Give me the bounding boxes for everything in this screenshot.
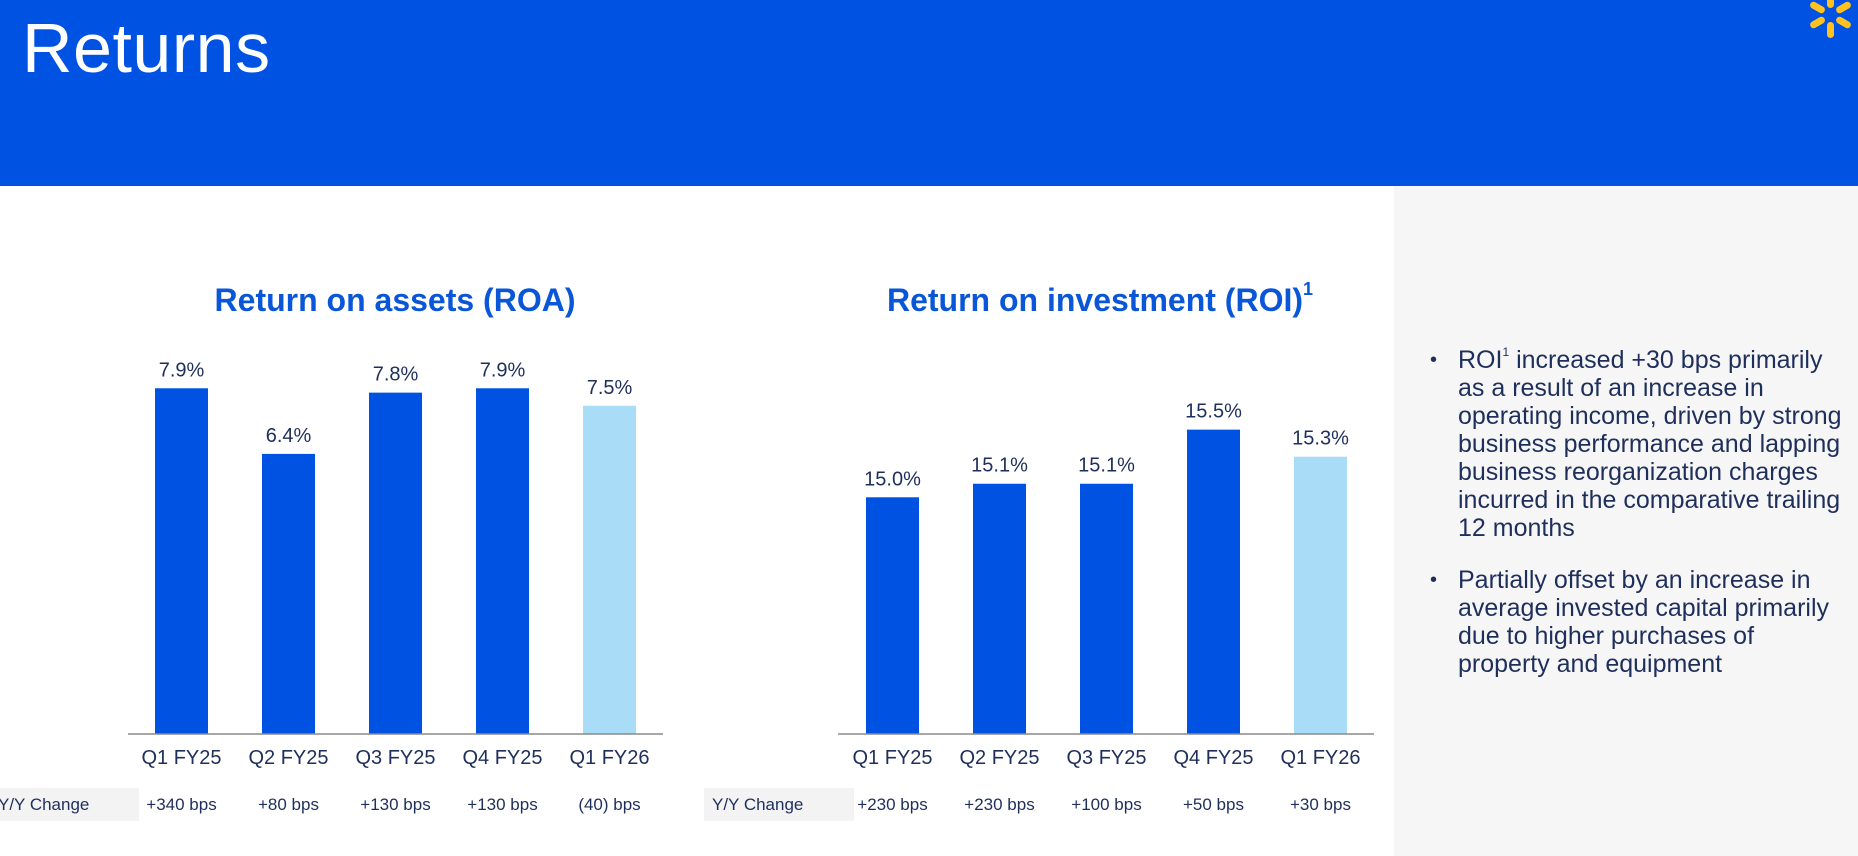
bullet-text: Partially offset by an increase in avera… bbox=[1458, 566, 1830, 678]
yoy-change-value: +340 bps bbox=[146, 795, 217, 814]
chart-title-text: Return on investment (ROI) bbox=[886, 282, 1303, 318]
data-label: 15.1% bbox=[1078, 455, 1135, 477]
x-tick-label: Q3 FY25 bbox=[355, 747, 435, 769]
yoy-change-label: Y/Y Change bbox=[704, 788, 854, 821]
bar bbox=[973, 483, 1026, 734]
bullet-marker: • bbox=[1430, 349, 1438, 371]
x-tick-label: Q1 FY26 bbox=[1280, 747, 1360, 769]
yoy-change-value: +130 bps bbox=[467, 795, 538, 814]
commentary-panel bbox=[1394, 186, 1858, 856]
page-title: Returns bbox=[22, 9, 271, 87]
bar bbox=[866, 497, 919, 734]
data-label: 7.5% bbox=[587, 377, 633, 399]
data-label: 7.9% bbox=[480, 359, 526, 381]
x-tick-label: Q3 FY25 bbox=[1066, 747, 1146, 769]
footnote-marker: 1 bbox=[1502, 345, 1510, 359]
footnote-marker: 1 bbox=[1303, 279, 1314, 299]
bullet-marker: • bbox=[1430, 569, 1438, 591]
bullet-prefix: ROI bbox=[1458, 346, 1503, 374]
bar bbox=[369, 392, 422, 734]
bar bbox=[583, 405, 636, 734]
yoy-change-value: +130 bps bbox=[360, 795, 431, 814]
x-tick-label: Q2 FY25 bbox=[248, 747, 328, 769]
bar bbox=[1294, 456, 1347, 734]
yoy-change-value: +230 bps bbox=[857, 795, 928, 814]
x-tick-label: Q4 FY25 bbox=[1173, 747, 1253, 769]
commentary-bullet: • ROI1 increased +30 bps primarily as a … bbox=[1430, 346, 1850, 542]
bar bbox=[262, 453, 315, 734]
data-label: 15.0% bbox=[864, 468, 921, 490]
x-tick-label: Q1 FY25 bbox=[141, 747, 221, 769]
returns-charts: 7.9% Q1 FY25 6.4% Q2 FY25 7.8% Q3 FY25 7.9% Q4 … bbox=[128, 359, 1374, 769]
yoy-change-value: +30 bps bbox=[1290, 795, 1351, 814]
bar bbox=[1187, 429, 1240, 734]
yoy-change-value: +50 bps bbox=[1183, 795, 1244, 814]
yoy-change-value: +80 bps bbox=[258, 795, 319, 814]
commentary-bullets: • ROI1 increased +30 bps primarily as a … bbox=[1430, 160, 1850, 702]
chart-title-roa: Return on assets (ROA) bbox=[100, 280, 690, 320]
x-tick-label: Q1 FY26 bbox=[569, 747, 649, 769]
yoy-change-value: +230 bps bbox=[964, 795, 1035, 814]
yoy-change-value: (40) bps bbox=[578, 795, 641, 814]
chart-title-roi: Return on investment (ROI)1 bbox=[840, 280, 1360, 320]
commentary-bullet: • Partially offset by an increase in ave… bbox=[1430, 566, 1850, 678]
bullet-text: increased +30 bps primarily as a result … bbox=[1458, 346, 1842, 542]
data-label: 7.9% bbox=[159, 359, 205, 381]
data-label: 15.5% bbox=[1185, 401, 1242, 423]
bar bbox=[155, 388, 208, 734]
data-label: 6.4% bbox=[266, 425, 312, 447]
data-label: 15.1% bbox=[971, 455, 1028, 477]
data-label: 15.3% bbox=[1292, 428, 1349, 450]
data-label: 7.8% bbox=[373, 364, 419, 386]
bar bbox=[1080, 483, 1133, 734]
x-tick-label: Q4 FY25 bbox=[462, 747, 542, 769]
yoy-change-label: Y/Y Change bbox=[0, 788, 139, 821]
x-tick-label: Q1 FY25 bbox=[852, 747, 932, 769]
bar bbox=[476, 388, 529, 734]
chart-title-text: Return on assets (ROA) bbox=[214, 282, 576, 318]
header-banner: Returns bbox=[0, 0, 1858, 186]
walmart-spark-icon bbox=[1810, 0, 1851, 38]
yoy-change-value: +100 bps bbox=[1071, 795, 1142, 814]
x-tick-label: Q2 FY25 bbox=[959, 747, 1039, 769]
